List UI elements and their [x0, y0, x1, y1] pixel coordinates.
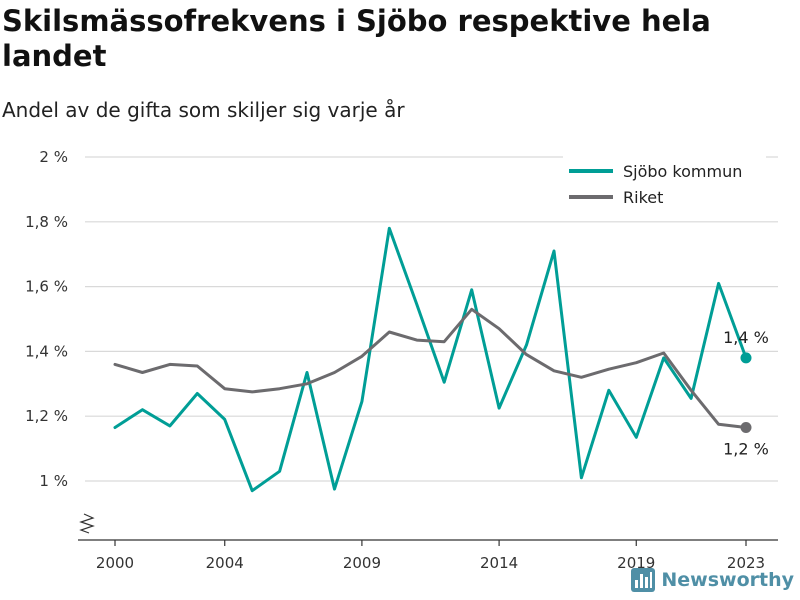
- x-tick-label: 2019: [617, 554, 655, 572]
- series-end-point: [740, 422, 752, 434]
- x-tick-label: 2004: [206, 554, 244, 572]
- legend-label: Sjöbo kommun: [623, 162, 742, 181]
- y-tick-label: 1,4 %: [25, 342, 68, 360]
- x-tick-label: 2000: [96, 554, 134, 572]
- legend-label: Riket: [623, 188, 663, 207]
- y-tick-label: 1 %: [39, 472, 68, 490]
- legend-background: [563, 155, 766, 215]
- x-tick-label: 2023: [727, 554, 765, 572]
- series-line-1: [113, 307, 748, 429]
- y-tick-labels: 1 % 1,2 % 1,4 % 1,6 % 1,8 % 2 %: [25, 148, 68, 490]
- x-tick-label: 2009: [343, 554, 381, 572]
- chart-title: Skilsmässofrekvens i Sjöbo respektive he…: [2, 4, 711, 73]
- series-end-point: [740, 352, 752, 364]
- y-tick-label: 1,2 %: [25, 407, 68, 425]
- brand-name: Newsworthy: [661, 569, 794, 591]
- end-value-label: 1,4 %: [723, 328, 769, 347]
- bar-chart-logo-icon: [631, 568, 656, 592]
- end-value-label: 1,2 %: [723, 440, 769, 459]
- end-points: [740, 352, 752, 434]
- y-tick-label: 2 %: [39, 148, 68, 166]
- x-tick-label: 2014: [480, 554, 518, 572]
- end-labels: 1,4 % 1,2 %: [723, 328, 769, 459]
- series-lines: [113, 226, 748, 493]
- series-line-0: [113, 226, 748, 493]
- chart-subtitle: Andel av de gifta som skiljer sig varje …: [2, 98, 405, 122]
- newsworthy-brand: Newsworthy: [631, 568, 794, 592]
- x-tick-labels: 2000 2004 2009 2014 2019 2023: [96, 554, 765, 572]
- legend: Sjöbo kommun Riket: [563, 155, 766, 215]
- y-tick-label: 1,8 %: [25, 213, 68, 231]
- y-tick-label: 1,6 %: [25, 278, 68, 296]
- axis-break-icon: [79, 513, 95, 534]
- x-axis: [78, 513, 778, 546]
